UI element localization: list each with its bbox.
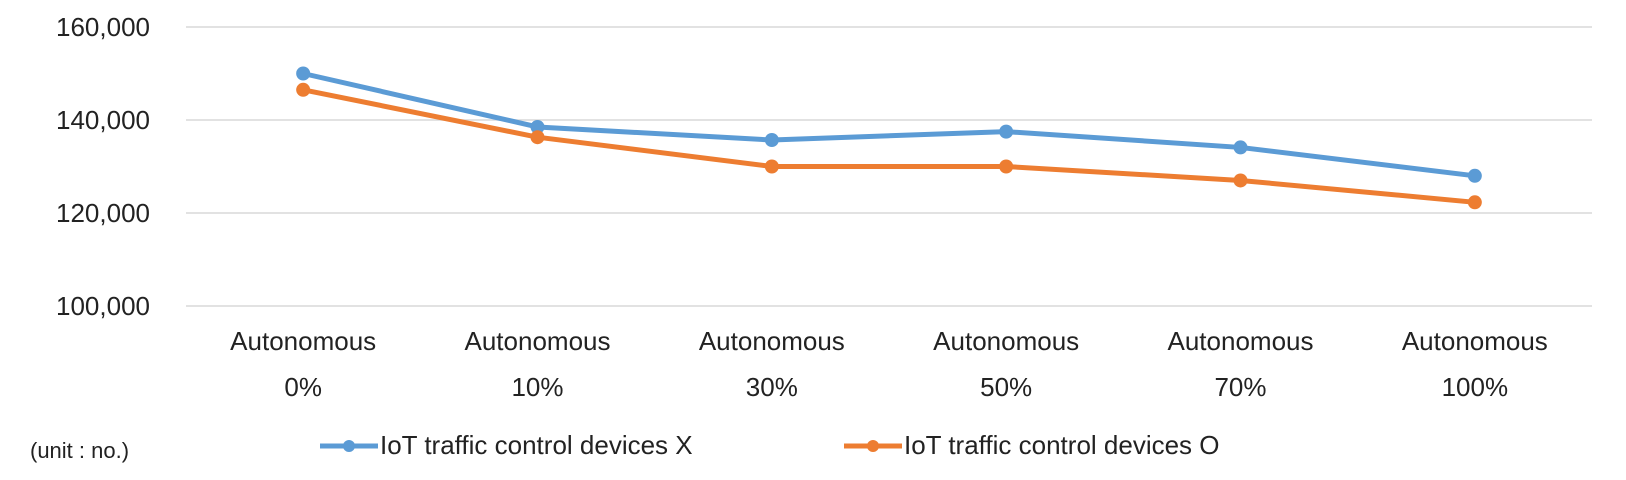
x-tick-label: 100% <box>1442 372 1509 402</box>
data-point-1 <box>999 159 1014 174</box>
data-point-0 <box>1233 140 1248 155</box>
x-tick-label: 50% <box>980 372 1032 402</box>
data-point-1 <box>1467 195 1482 210</box>
x-tick-label: 10% <box>511 372 563 402</box>
x-tick-label: Autonomous <box>933 326 1079 356</box>
legend-item-o: IoT traffic control devices O <box>842 430 1220 461</box>
x-tick-label: 30% <box>746 372 798 402</box>
x-tick-label: Autonomous <box>699 326 845 356</box>
y-tick-label: 160,000 <box>56 12 150 42</box>
data-point-1 <box>530 130 545 145</box>
y-tick-label: 140,000 <box>56 105 150 135</box>
series-line-0 <box>300 71 1478 179</box>
x-tick-label: Autonomous <box>1402 326 1548 356</box>
legend-label-o: IoT traffic control devices O <box>904 430 1220 460</box>
x-axis: Autonomous 0% Autonomous 10% Autonomous 30% Au… <box>230 326 1548 402</box>
data-point-0 <box>1467 168 1482 183</box>
legend-swatch-o <box>844 439 902 452</box>
x-tick-label: 70% <box>1214 372 1266 402</box>
legend-label-x: IoT traffic control devices X <box>380 430 693 460</box>
x-tick-label: 0% <box>284 372 322 402</box>
series-layer <box>296 66 1482 210</box>
data-point-0 <box>999 124 1014 139</box>
legend-swatch-x <box>320 439 378 452</box>
legend-item-x: IoT traffic control devices X <box>318 430 693 461</box>
gridlines <box>186 26 1592 307</box>
y-axis: 100,000 120,000 140,000 160,000 <box>56 12 150 321</box>
y-tick-label: 100,000 <box>56 291 150 321</box>
data-point-1 <box>1233 173 1248 188</box>
y-tick-label: 120,000 <box>56 198 150 228</box>
series-line-1 <box>300 87 1478 205</box>
data-point-0 <box>530 119 545 134</box>
data-point-0 <box>296 66 311 81</box>
data-point-1 <box>296 82 311 97</box>
unit-note: (unit : no.) <box>30 438 130 463</box>
data-point-0 <box>764 132 779 147</box>
x-tick-label: Autonomous <box>465 326 611 356</box>
x-tick-label: Autonomous <box>1168 326 1314 356</box>
x-tick-label: Autonomous <box>230 326 376 356</box>
data-point-1 <box>764 159 779 174</box>
